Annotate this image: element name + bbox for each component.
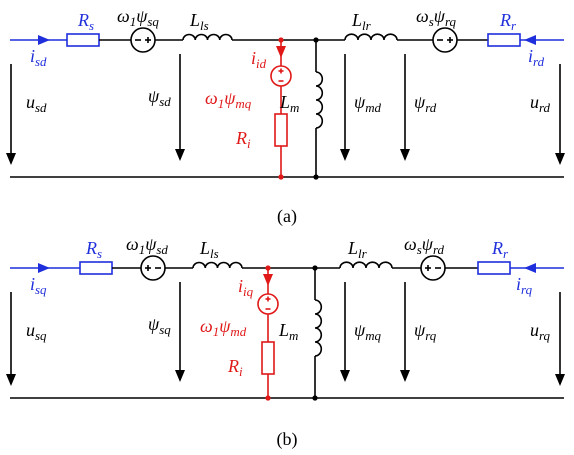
stator-current-label: isd — [30, 46, 47, 69]
magnetizing-inductor — [314, 299, 323, 357]
stator-voltage-label: usd — [26, 92, 47, 115]
junction-dot — [312, 265, 318, 271]
core-source — [257, 293, 279, 315]
rotor-source-label: ωsψrd — [404, 234, 445, 257]
stator-current-arrow — [38, 263, 50, 273]
rotor-source — [432, 27, 458, 53]
rotor-flux-label: ψrd — [414, 92, 437, 115]
stator-flux-arrow-head — [175, 370, 185, 382]
circuit-a: Rs ω1ψsq Lls Llr ωsψrq Rr isd ird usd urd ψsd ψmd ψr… — [6, 6, 565, 227]
mutual-flux-label: ψmq — [354, 320, 382, 343]
junction-dot — [312, 395, 318, 401]
mutual-flux-arrow-head — [340, 149, 350, 161]
mutual-flux-label: ψmd — [354, 92, 382, 115]
stator-current-label: isq — [30, 274, 47, 297]
junction-dot — [278, 174, 284, 180]
stator-flux-label: ψsd — [148, 86, 171, 109]
caption-b: (b) — [277, 429, 298, 450]
core-source-label: ω1ψmd — [200, 316, 247, 339]
rotor-voltage-label: urd — [530, 92, 551, 115]
magnetizing-inductance-label: Lm — [278, 320, 298, 343]
junction-dot — [278, 37, 284, 43]
junction-dot — [313, 37, 319, 43]
rotor-source-label: ωsψrq — [416, 6, 457, 29]
stator-voltage-arrow-head — [6, 374, 16, 386]
stator-source — [130, 27, 156, 53]
rotor-leakage-inductor — [344, 33, 398, 41]
rotor-voltage-arrow-head — [555, 374, 565, 386]
rotor-current-arrow — [524, 35, 536, 45]
junction-dot — [313, 174, 319, 180]
core-current-arrow — [263, 274, 273, 286]
circuit-b: Rs ω1ψsd Lls Llr ωsψrd Rr isq irq usq urq ψsq ψmq ψr… — [6, 234, 565, 450]
rotor-leakage-inductor — [339, 261, 393, 269]
rotor-voltage-arrow-head — [555, 153, 565, 165]
rotor-voltage-label: urq — [530, 320, 551, 343]
stator-voltage-arrow-head — [6, 153, 16, 165]
stator-source — [140, 255, 166, 281]
mutual-flux-arrow-head — [340, 370, 350, 382]
rotor-flux-label: ψrq — [414, 320, 437, 343]
core-resistor — [261, 341, 275, 375]
rotor-leakage-label: Llr — [351, 10, 372, 33]
stator-leakage-inductor — [182, 33, 233, 41]
stator-leakage-label: Lls — [189, 10, 209, 33]
stator-resistor — [66, 33, 100, 47]
rotor-flux-arrow-head — [400, 370, 410, 382]
stator-source-label: ω1ψsd — [126, 234, 168, 257]
rotor-flux-arrow-head — [400, 149, 410, 161]
core-resistor-label: Ri — [227, 356, 243, 379]
stator-flux-label: ψsq — [148, 314, 171, 337]
stator-leakage-label: Lls — [199, 238, 219, 261]
rotor-resistor — [477, 261, 511, 275]
core-resistor-label: Ri — [235, 128, 251, 151]
magnetizing-inductor — [315, 71, 324, 129]
core-source — [270, 65, 292, 87]
rotor-current-label: irq — [516, 274, 533, 297]
rotor-current-arrow — [524, 263, 536, 273]
rotor-current-label: ird — [528, 46, 545, 69]
junction-dot — [265, 265, 271, 271]
core-source-label: ω1ψmq — [205, 88, 252, 111]
core-current-label: iid — [251, 48, 267, 71]
stator-flux-arrow-head — [175, 149, 185, 161]
core-current-arrow — [276, 46, 286, 58]
stator-resistor-label: Rs — [85, 238, 102, 261]
stator-leakage-inductor — [192, 261, 243, 269]
caption-a: (a) — [277, 206, 297, 227]
stator-current-arrow — [38, 35, 50, 45]
core-current-label: iiq — [238, 276, 254, 299]
rotor-source — [420, 255, 446, 281]
stator-resistor-label: Rs — [77, 10, 94, 33]
rotor-resistor-label: Rr — [491, 238, 509, 261]
junction-dot — [265, 395, 271, 401]
stator-source-label: ω1ψsq — [117, 6, 159, 29]
rotor-resistor-label: Rr — [499, 10, 517, 33]
rotor-resistor — [487, 33, 521, 47]
stator-voltage-label: usq — [26, 320, 47, 343]
magnetizing-inductance-label: Lm — [279, 92, 299, 115]
stator-resistor — [79, 261, 113, 275]
rotor-leakage-label: Llr — [347, 238, 368, 261]
core-resistor — [274, 113, 288, 147]
